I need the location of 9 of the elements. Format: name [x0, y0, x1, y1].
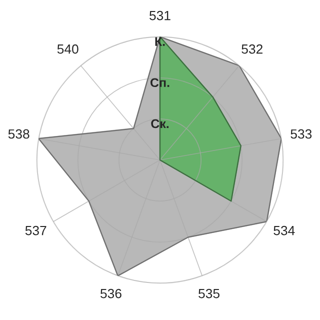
spoke-label: 532	[242, 44, 262, 54]
spoke-label: 535	[198, 288, 220, 298]
spoke-label: 538	[8, 129, 30, 139]
spoke-label: 540	[57, 44, 78, 54]
spoke-label: 533	[290, 129, 312, 139]
spoke-label: 536	[100, 288, 122, 298]
spoke-label: 534	[274, 226, 295, 236]
spoke-label: 531	[150, 10, 170, 20]
spoke-label: 537	[25, 226, 46, 236]
